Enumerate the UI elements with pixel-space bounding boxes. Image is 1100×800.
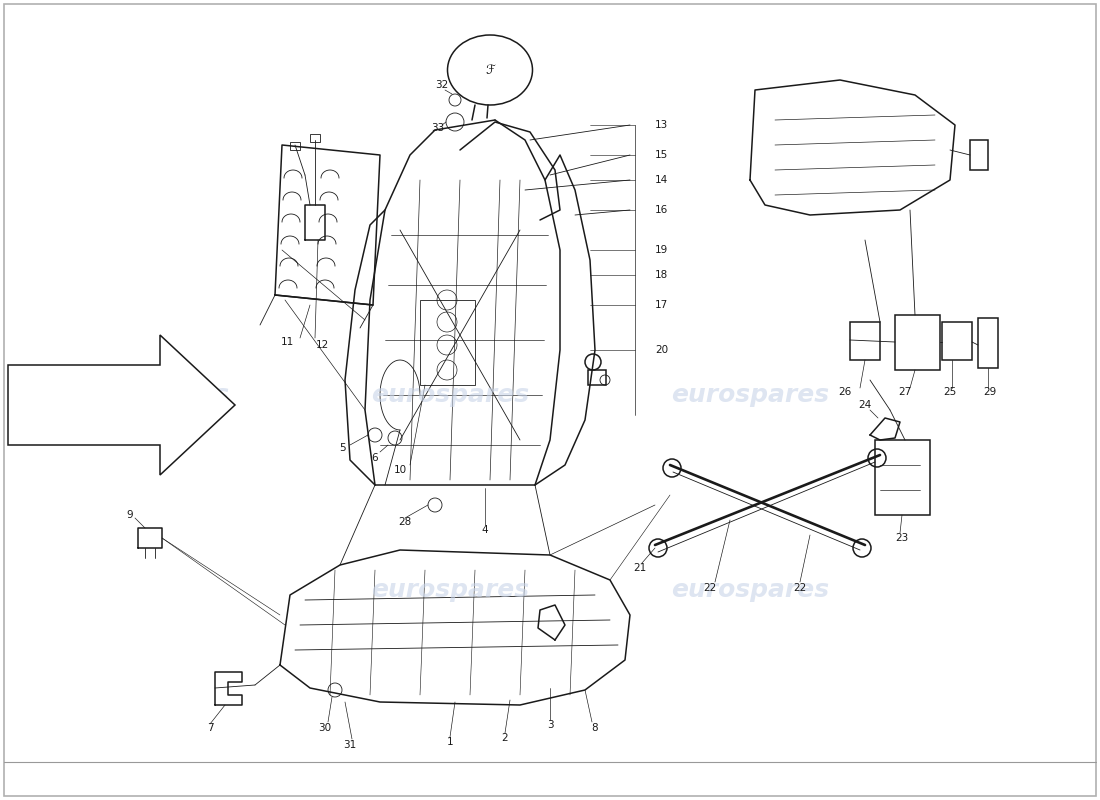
- Text: 26: 26: [838, 387, 851, 397]
- Text: 28: 28: [398, 517, 411, 527]
- Text: 1: 1: [447, 737, 453, 747]
- Circle shape: [649, 539, 667, 557]
- Text: eurospares: eurospares: [371, 578, 529, 602]
- Bar: [978, 318, 998, 368]
- Bar: [290, 142, 300, 150]
- Text: 19: 19: [654, 245, 669, 255]
- Text: 15: 15: [654, 150, 669, 160]
- Text: 10: 10: [394, 465, 407, 475]
- Text: 11: 11: [280, 337, 294, 347]
- Text: 33: 33: [431, 123, 444, 133]
- Text: 14: 14: [654, 175, 669, 185]
- Bar: [310, 134, 320, 142]
- Text: 3: 3: [547, 720, 553, 730]
- Bar: [895, 315, 940, 370]
- Text: 27: 27: [899, 387, 912, 397]
- Text: 30: 30: [318, 723, 331, 733]
- Text: 12: 12: [316, 340, 329, 350]
- Text: 23: 23: [895, 533, 909, 543]
- Text: 22: 22: [703, 583, 716, 593]
- Bar: [588, 370, 606, 385]
- Bar: [420, 300, 475, 385]
- Text: eurospares: eurospares: [70, 383, 229, 407]
- Text: 18: 18: [654, 270, 669, 280]
- Text: eurospares: eurospares: [371, 383, 529, 407]
- Bar: [970, 140, 988, 170]
- Circle shape: [663, 459, 681, 477]
- Text: 6: 6: [372, 453, 378, 463]
- Text: eurospares: eurospares: [671, 383, 829, 407]
- Bar: [874, 440, 929, 515]
- Text: 20: 20: [654, 345, 668, 355]
- Circle shape: [852, 539, 871, 557]
- Text: ℱ: ℱ: [485, 63, 495, 77]
- Text: 32: 32: [436, 80, 449, 90]
- Text: 9: 9: [126, 510, 133, 520]
- Bar: [942, 322, 972, 360]
- Polygon shape: [8, 335, 235, 475]
- Circle shape: [868, 449, 886, 467]
- Text: eurospares: eurospares: [671, 578, 829, 602]
- Text: 8: 8: [592, 723, 598, 733]
- Text: 21: 21: [634, 563, 647, 573]
- Text: 4: 4: [482, 525, 488, 535]
- Text: 16: 16: [654, 205, 669, 215]
- Text: 24: 24: [858, 400, 871, 410]
- Text: 22: 22: [793, 583, 806, 593]
- Text: 2: 2: [502, 733, 508, 743]
- Text: 29: 29: [983, 387, 997, 397]
- Text: 31: 31: [343, 740, 356, 750]
- Text: 7: 7: [207, 723, 213, 733]
- Text: 17: 17: [654, 300, 669, 310]
- Bar: [850, 322, 880, 360]
- Text: 5: 5: [339, 443, 345, 453]
- Text: 25: 25: [944, 387, 957, 397]
- Text: 13: 13: [654, 120, 669, 130]
